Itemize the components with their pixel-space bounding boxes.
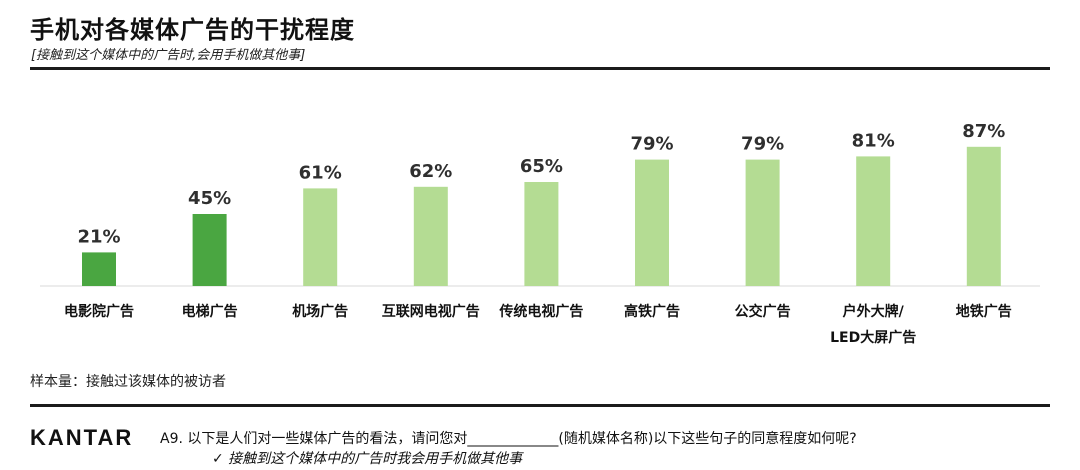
category-label: 公交广告 [735, 303, 791, 320]
bar [82, 252, 116, 286]
data-label: 79% [741, 134, 784, 155]
kantar-logo: KANTAR [30, 425, 134, 450]
data-label: 79% [630, 134, 673, 155]
category-label: 电影院广告 [64, 303, 134, 320]
chart-subtitle: [接触到这个媒体中的广告时,会用手机做其他事] [31, 48, 306, 63]
data-label: 45% [188, 188, 231, 209]
top-divider [30, 67, 1050, 70]
data-label: 81% [852, 130, 895, 151]
data-label: 62% [409, 161, 452, 182]
category-label: 机场广告 [292, 303, 348, 320]
sample-note: 样本量：接触过该媒体的被访者 [30, 374, 226, 390]
survey-question: A9. 以下是人们对一些媒体广告的看法，请问您对_____________(随机… [160, 431, 857, 447]
bar-chart: 21% 电影院广告 45% 电梯广告 61% 机场广告 62% 互联网电视广告 65% 传统电视广… [40, 121, 1040, 346]
data-label: 87% [962, 121, 1005, 142]
data-label: 21% [77, 226, 120, 247]
bar [856, 156, 891, 286]
bar [635, 159, 669, 286]
bar [192, 214, 227, 286]
bar [745, 159, 780, 286]
bar [303, 188, 338, 286]
bar [524, 182, 559, 286]
bar [413, 186, 448, 286]
bar [966, 146, 1001, 286]
category-label: LED大屏广告 [830, 329, 916, 346]
data-label: 61% [299, 162, 342, 183]
category-label: 传统电视广告 [498, 303, 583, 320]
category-label: 地铁广告 [956, 303, 1012, 320]
category-label: 电梯广告 [182, 303, 238, 320]
category-label: 高铁广告 [624, 303, 680, 320]
category-label: 户外大牌/ [843, 303, 905, 320]
category-label: 互联网电视广告 [382, 303, 480, 320]
data-label: 65% [520, 156, 563, 177]
survey-answer: ✓ 接触到这个媒体中的广告时我会用手机做其他事 [212, 451, 523, 467]
chart-title: 手机对各媒体广告的干扰程度 [30, 16, 355, 44]
bottom-divider [30, 404, 1050, 407]
